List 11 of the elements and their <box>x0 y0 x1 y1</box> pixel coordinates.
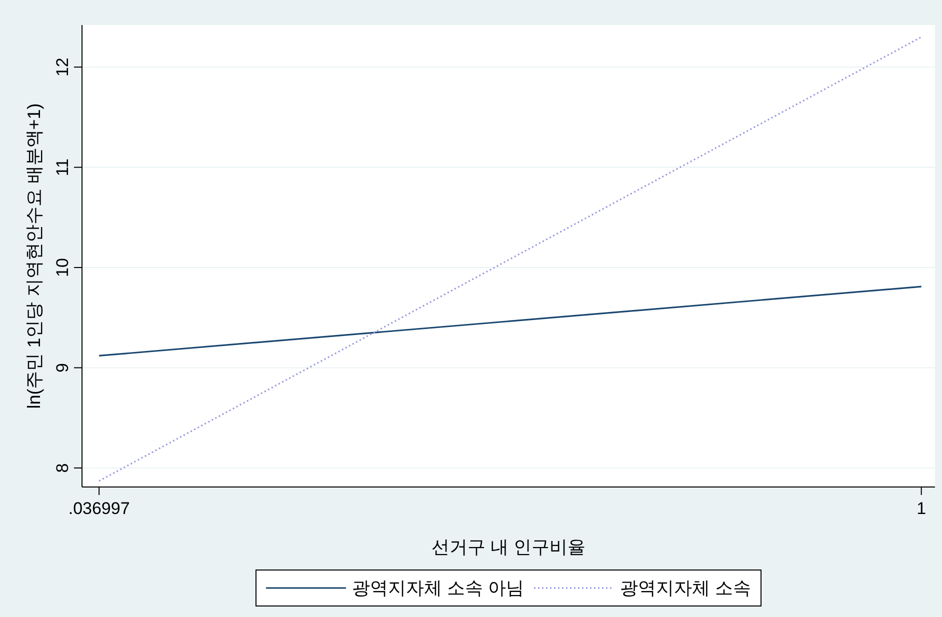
y-tick-label: 12 <box>53 58 72 77</box>
y-tick-label: 11 <box>53 158 72 176</box>
y-tick-label: 10 <box>53 258 72 277</box>
legend-label: 광역지자체 소속 아님 <box>352 578 524 598</box>
legend-label: 광역지자체 소속 <box>620 578 752 598</box>
y-tick-label: 9 <box>53 363 72 372</box>
y-axis-title: ln(주민 1인당 지역현안수요 배분액+1) <box>24 103 44 409</box>
y-tick-label: 8 <box>53 463 72 473</box>
x-tick-label: 1 <box>916 499 926 518</box>
x-tick-label: .036997 <box>68 499 130 518</box>
x-axis-title: 선거구 내 인구비율 <box>431 537 586 557</box>
